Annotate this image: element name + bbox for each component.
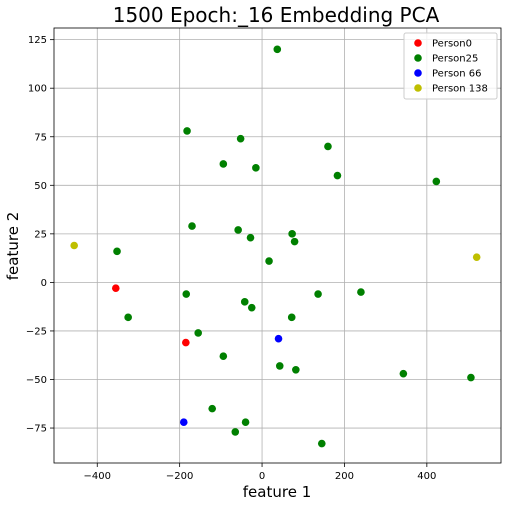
data-point [70,241,78,250]
data-points [70,45,481,448]
axes-frame [53,27,502,464]
data-point [333,171,342,180]
y-tick-label: 25 [34,229,47,240]
x-tick-label: 400 [417,471,436,482]
data-point [179,418,188,427]
x-tick-label: 0 [259,471,265,482]
chart-title: 1500 Epoch:_16 Embedding PCA [113,3,440,27]
legend-item: Person 138 [414,84,488,95]
data-point [182,290,191,298]
data-point [188,222,196,230]
legend-marker [414,54,422,62]
series-person-138 [70,241,481,261]
legend: Person0 Person25 Person 66 Person 138 [403,32,498,100]
legend-marker [414,69,422,77]
x-tick-label: −200 [166,471,193,482]
data-point [252,164,260,172]
data-point [399,369,408,378]
data-point [247,303,256,312]
grid [54,28,501,463]
data-point [111,284,120,293]
y-tick-label: −75 [26,424,47,435]
series-person-66 [179,334,283,427]
data-point [234,226,242,234]
data-point [290,237,299,246]
legend-item: Person0 [414,39,472,50]
data-point [357,288,365,296]
data-point [314,290,322,298]
y-tick-label: −50 [26,375,47,386]
data-point [240,298,249,306]
data-point [275,362,284,370]
data-point [432,177,441,186]
x-tick-label: 200 [335,471,354,482]
data-point [182,338,190,347]
data-point [287,313,296,322]
data-point [317,439,326,448]
data-point [467,373,475,382]
ticks: −400 −200 0 200 400 −75 −50 −25 0 25 50 75 100 125 [26,35,436,482]
data-point [219,352,228,360]
data-point [124,313,132,322]
data-point [274,334,283,343]
legend-box [403,32,498,100]
data-point [288,230,296,238]
data-point [219,160,228,168]
data-point [194,329,202,337]
data-point [273,45,282,54]
data-point [236,134,245,143]
legend-marker [414,84,422,92]
data-point [208,404,217,413]
data-point [246,233,255,242]
data-point [324,142,332,151]
data-point [241,418,250,427]
series-person0 [111,284,190,347]
y-tick-label: 50 [34,181,47,192]
series-person25 [113,45,475,448]
legend-label: Person0 [432,39,472,50]
axes [53,27,502,464]
y-tick-label: 0 [41,278,47,289]
legend-item: Person 66 [414,69,482,80]
data-point [472,253,481,261]
data-point [292,365,300,374]
data-point [113,247,121,256]
legend-label: Person 66 [432,69,482,80]
x-tick-label: −400 [84,471,111,482]
legend-label: Person25 [432,54,478,65]
legend-item: Person25 [414,54,478,65]
y-tick-label: 125 [28,35,47,46]
y-tick-label: 100 [28,84,47,95]
y-axis-label: feature 2 [4,212,22,280]
data-point [265,257,273,265]
legend-label: Person 138 [432,84,488,95]
data-point [231,428,240,436]
legend-marker [414,39,422,47]
y-tick-label: 75 [34,132,47,143]
data-point [183,127,191,135]
y-tick-label: −25 [26,326,47,337]
x-axis-label: feature 1 [243,483,311,501]
